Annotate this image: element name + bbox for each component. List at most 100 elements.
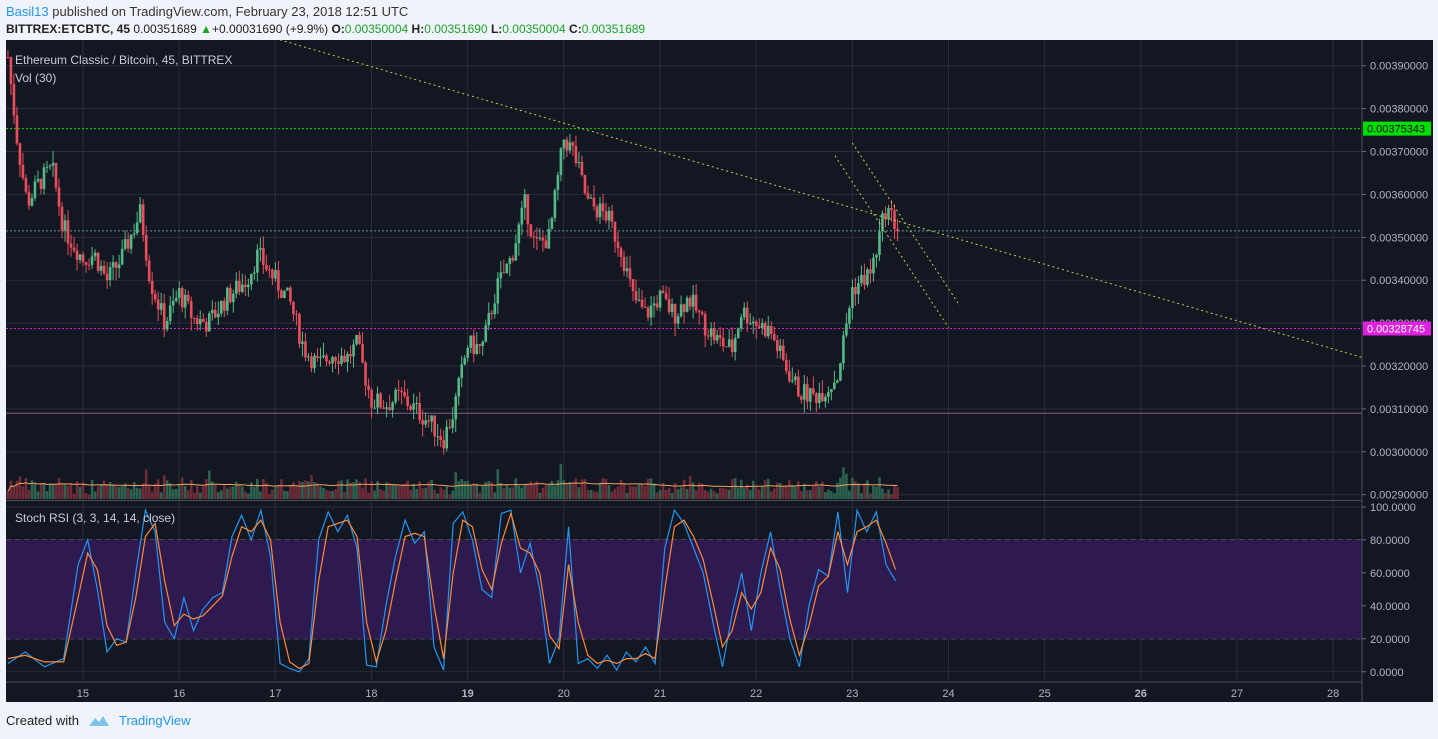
volume-bar xyxy=(556,480,560,499)
volume-bar xyxy=(748,490,752,499)
candle-body xyxy=(809,388,812,402)
volume-bar xyxy=(448,494,452,499)
candle-body xyxy=(81,254,85,262)
candle-body xyxy=(111,262,115,268)
volume-bar xyxy=(418,481,421,499)
candle-body xyxy=(625,268,629,272)
time-tick-label: 28 xyxy=(1327,688,1339,700)
candle-body xyxy=(511,258,515,261)
high-label: H: xyxy=(411,22,425,36)
candle-body xyxy=(526,194,530,225)
candle-body xyxy=(727,339,731,347)
volume-bar xyxy=(742,488,746,499)
volume-bar xyxy=(379,489,382,499)
volume-bar xyxy=(349,482,352,499)
candle-body xyxy=(706,335,710,337)
candle-body xyxy=(174,297,178,301)
candle-body xyxy=(213,309,217,318)
volume-bar xyxy=(478,492,482,499)
volume-bar xyxy=(481,485,485,499)
volume-bar xyxy=(201,485,205,499)
candle-body xyxy=(559,148,563,176)
price-chart[interactable]: 0.00390000 0.00380000 0.00370000 0.00360000… xyxy=(6,40,1433,702)
candle-body xyxy=(872,257,875,274)
volume-bar xyxy=(661,482,665,499)
high-value: 0.00351690 xyxy=(424,22,488,36)
horizontal-lines xyxy=(6,128,1362,414)
footer: Created with TradingView xyxy=(6,713,191,728)
candle-body xyxy=(331,357,334,364)
trendline xyxy=(834,155,949,328)
volume-bar xyxy=(658,490,662,499)
volume-bar xyxy=(472,483,476,499)
candle-body xyxy=(589,197,593,199)
volume-bar xyxy=(595,491,599,499)
volume-bar xyxy=(114,485,118,499)
candle-body xyxy=(373,407,376,409)
volume-bar xyxy=(403,483,406,499)
volume-bar xyxy=(189,479,193,499)
candle-body xyxy=(592,197,596,207)
volume-bar xyxy=(337,481,340,499)
candle-body xyxy=(505,263,509,274)
candle-body xyxy=(685,297,689,312)
volume-bar xyxy=(812,485,815,499)
volume-bar xyxy=(204,479,208,499)
candle-body xyxy=(12,83,16,116)
candle-body xyxy=(220,300,223,314)
volume-bar xyxy=(460,479,464,499)
candle-body xyxy=(367,385,370,390)
volume-bar xyxy=(12,486,16,499)
candle-body xyxy=(748,323,752,325)
candle-body xyxy=(718,335,722,338)
volume-bar xyxy=(532,484,536,499)
candle-body xyxy=(640,299,644,307)
volume-bar xyxy=(821,481,824,499)
volume-bar xyxy=(562,480,566,499)
author-link[interactable]: Basil13 xyxy=(6,4,49,19)
volume-label: Vol (30) xyxy=(15,71,56,85)
candle-body xyxy=(688,297,692,307)
candle-body xyxy=(18,143,22,165)
candle-body xyxy=(238,280,241,292)
volume-bar xyxy=(400,484,403,499)
volume-bar xyxy=(391,484,394,499)
volume-bar xyxy=(235,481,238,499)
volume-bar xyxy=(691,482,695,499)
volume-bar xyxy=(177,484,181,499)
candle-body xyxy=(388,407,391,411)
candle-body xyxy=(286,287,289,291)
candles xyxy=(6,49,899,455)
price-tick-label: 0.00300000 xyxy=(1370,447,1428,459)
candle-body xyxy=(108,267,112,281)
volume-bar xyxy=(511,487,515,499)
candle-body xyxy=(430,415,433,422)
volume-bar xyxy=(673,483,677,499)
candle-body xyxy=(595,206,599,218)
candle-body xyxy=(703,314,707,336)
volume-bar xyxy=(622,483,626,499)
volume-bar xyxy=(226,488,229,499)
candle-body xyxy=(48,165,52,167)
volume-bar xyxy=(553,485,557,499)
candle-body xyxy=(229,287,232,303)
candle-body xyxy=(634,291,638,301)
volume-bar xyxy=(183,485,187,499)
volume-bar xyxy=(439,487,442,499)
volume-bar xyxy=(694,490,698,499)
candle-body xyxy=(739,317,743,329)
volume-bar xyxy=(607,484,611,499)
volume-bar xyxy=(87,494,91,499)
volume-bar xyxy=(60,483,64,499)
volume-bar xyxy=(616,486,620,499)
candle-body xyxy=(210,309,214,314)
candle-body xyxy=(896,228,899,231)
tradingview-link[interactable]: TradingView xyxy=(118,713,191,728)
candle-body xyxy=(307,356,310,358)
candle-body xyxy=(676,316,680,324)
volume-bar xyxy=(583,479,587,499)
price-tick-label: 0.00370000 xyxy=(1370,147,1428,159)
candle-body xyxy=(123,239,127,249)
ohlc-bar: BITTREX:ETCBTC, 45 0.00351689 ▲+0.000316… xyxy=(6,22,645,36)
candle-body xyxy=(550,217,554,229)
